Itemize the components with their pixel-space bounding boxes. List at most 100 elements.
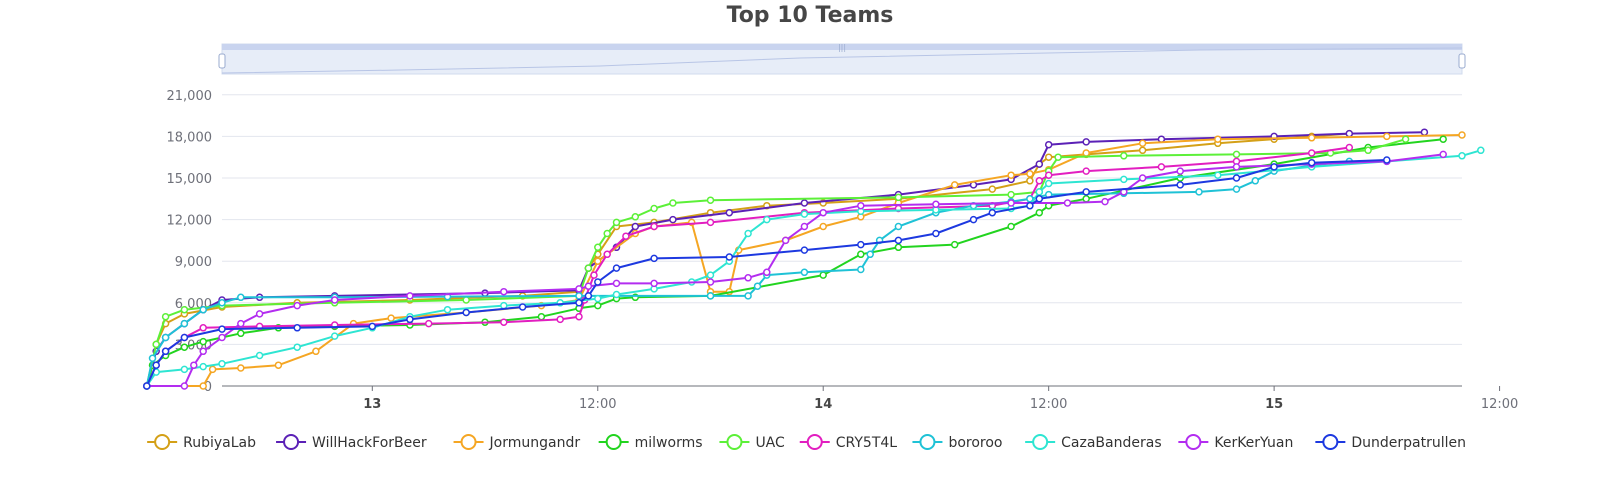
- data-point[interactable]: [462, 308, 470, 317]
- data-point[interactable]: [537, 312, 546, 321]
- data-point[interactable]: [950, 240, 959, 249]
- data-point[interactable]: [594, 257, 602, 265]
- data-point[interactable]: [180, 365, 189, 374]
- data-point[interactable]: [1063, 199, 1072, 207]
- data-point[interactable]: [800, 210, 809, 218]
- data-point[interactable]: [1035, 160, 1044, 168]
- data-point[interactable]: [1270, 163, 1278, 171]
- data-point[interactable]: [1458, 152, 1466, 160]
- data-point[interactable]: [1214, 171, 1222, 179]
- data-point[interactable]: [932, 229, 940, 238]
- data-point[interactable]: [1007, 171, 1015, 179]
- data-point[interactable]: [866, 250, 874, 259]
- data-point[interactable]: [857, 265, 865, 274]
- data-point[interactable]: [237, 319, 245, 328]
- data-point[interactable]: [518, 303, 527, 311]
- datazoom-grip-icon[interactable]: |||: [838, 43, 846, 52]
- data-point[interactable]: [406, 292, 414, 300]
- data-point[interactable]: [594, 294, 602, 303]
- data-point[interactable]: [180, 305, 189, 314]
- data-point[interactable]: [894, 222, 903, 231]
- data-point[interactable]: [575, 299, 583, 307]
- data-point[interactable]: [575, 285, 583, 293]
- data-point[interactable]: [575, 292, 583, 300]
- data-point[interactable]: [255, 351, 264, 360]
- data-point[interactable]: [1345, 129, 1354, 138]
- data-point[interactable]: [500, 287, 508, 296]
- data-point[interactable]: [556, 315, 564, 324]
- data-point[interactable]: [763, 268, 771, 277]
- data-point[interactable]: [1035, 195, 1044, 203]
- data-point[interactable]: [208, 365, 217, 374]
- data-point[interactable]: [1307, 134, 1316, 142]
- legend-item-jormungandr[interactable]: Jormungandr: [453, 434, 581, 451]
- data-point[interactable]: [1044, 171, 1053, 179]
- data-point[interactable]: [1345, 143, 1354, 152]
- data-point[interactable]: [612, 290, 621, 299]
- data-point[interactable]: [1007, 199, 1015, 207]
- data-point[interactable]: [1054, 153, 1062, 161]
- data-point[interactable]: [706, 218, 715, 227]
- legend-item-rubiyalab[interactable]: RubiyaLab: [147, 434, 256, 451]
- data-point[interactable]: [199, 362, 207, 371]
- data-point[interactable]: [443, 305, 452, 314]
- data-point[interactable]: [1035, 177, 1044, 185]
- data-point[interactable]: [199, 382, 207, 390]
- data-point[interactable]: [1477, 146, 1485, 155]
- data-point[interactable]: [584, 292, 593, 300]
- data-point[interactable]: [180, 382, 189, 390]
- data-point[interactable]: [1044, 140, 1053, 149]
- data-point[interactable]: [1035, 188, 1044, 196]
- data-point[interactable]: [988, 185, 997, 193]
- data-point[interactable]: [894, 236, 903, 245]
- data-point[interactable]: [190, 361, 198, 369]
- data-point[interactable]: [1082, 195, 1090, 203]
- data-point[interactable]: [612, 218, 621, 227]
- data-point[interactable]: [950, 181, 959, 189]
- data-point[interactable]: [255, 310, 264, 318]
- data-point[interactable]: [180, 343, 189, 351]
- legend-item-cazabanderas[interactable]: CazaBanderas: [1025, 434, 1162, 451]
- data-point[interactable]: [744, 274, 752, 282]
- data-point[interactable]: [669, 215, 677, 224]
- data-point[interactable]: [143, 382, 151, 390]
- legend-item-kerkeryuan[interactable]: KerKerYuan: [1178, 434, 1293, 451]
- data-point[interactable]: [706, 196, 715, 204]
- data-point[interactable]: [612, 279, 621, 288]
- series-cry5t4l[interactable]: [143, 143, 1354, 390]
- data-point[interactable]: [1026, 177, 1034, 185]
- legend-item-cry5t4l[interactable]: CRY5T4L: [799, 434, 898, 451]
- data-point[interactable]: [237, 364, 245, 372]
- data-point[interactable]: [1044, 153, 1053, 161]
- data-point[interactable]: [180, 333, 189, 342]
- data-point[interactable]: [1082, 167, 1090, 175]
- data-point[interactable]: [1120, 152, 1128, 160]
- data-point[interactable]: [1082, 149, 1090, 157]
- data-point[interactable]: [1458, 131, 1466, 139]
- data-point[interactable]: [969, 215, 978, 224]
- data-point[interactable]: [819, 208, 827, 217]
- data-point[interactable]: [988, 208, 997, 217]
- data-point[interactable]: [1232, 185, 1241, 193]
- data-point[interactable]: [1439, 150, 1447, 159]
- data-point[interactable]: [1251, 177, 1260, 185]
- data-point[interactable]: [293, 324, 301, 332]
- data-point[interactable]: [612, 264, 621, 272]
- data-point[interactable]: [1138, 174, 1147, 182]
- data-point[interactable]: [584, 264, 593, 272]
- series-line[interactable]: [145, 149, 1482, 387]
- data-point[interactable]: [725, 253, 734, 261]
- data-point[interactable]: [603, 229, 611, 238]
- series-cazabanderas[interactable]: [143, 146, 1485, 390]
- data-point[interactable]: [763, 215, 771, 224]
- data-point[interactable]: [293, 301, 301, 310]
- data-point[interactable]: [237, 293, 245, 302]
- series-line[interactable]: [145, 160, 1350, 387]
- data-point[interactable]: [857, 250, 865, 259]
- data-point[interactable]: [1157, 163, 1166, 171]
- data-point[interactable]: [1195, 188, 1203, 196]
- data-point[interactable]: [199, 324, 207, 332]
- data-point[interactable]: [161, 347, 170, 356]
- series-line[interactable]: [145, 159, 1387, 387]
- data-point[interactable]: [650, 204, 658, 213]
